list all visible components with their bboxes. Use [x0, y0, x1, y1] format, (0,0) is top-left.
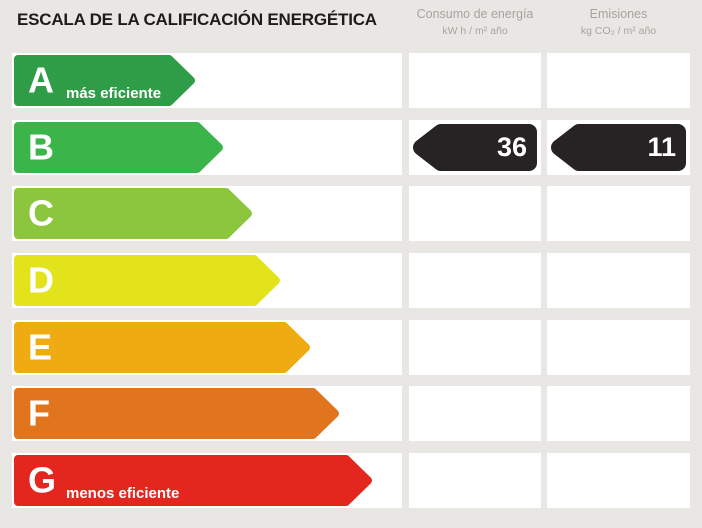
grade-cell: G menos eficiente: [12, 453, 402, 508]
emisiones-cell: [547, 253, 690, 308]
scale-row-b: B 36 11: [0, 120, 702, 175]
grade-cell: A más eficiente: [12, 53, 402, 108]
value-text-emisiones: 11: [647, 131, 676, 162]
grade-arrow-icon: [14, 455, 372, 506]
grade-letter: F: [28, 391, 50, 433]
emisiones-cell: [547, 386, 690, 441]
grade-letter: G: [28, 458, 57, 500]
page-title: ESCALA DE LA CALIFICACIÓN ENERGÉTICA: [17, 10, 377, 29]
consumo-unit: kW h / m² año: [442, 24, 508, 37]
value-arrow-icon-emisiones: [551, 124, 686, 171]
grade-arrow-icon: [14, 255, 280, 306]
emisiones-cell: [547, 453, 690, 508]
grade-cell: B: [12, 120, 402, 175]
scale-row-c: C: [0, 186, 702, 241]
consumo-cell: [409, 253, 541, 308]
grade-arrow-icon: [14, 388, 339, 439]
scale-row-a: A más eficiente: [0, 53, 702, 108]
consumo-cell: [409, 320, 541, 375]
grade-cell: F: [12, 386, 402, 441]
grade-letter: E: [28, 325, 53, 367]
grade-arrow-icon: [14, 322, 310, 373]
grade-label: más eficiente: [66, 85, 162, 102]
grade-letter: A: [28, 58, 54, 100]
grade-label: menos eficiente: [66, 485, 180, 502]
scale-row-d: D: [0, 253, 702, 308]
column-header-emisiones: Emisiones kg CO₂ / m² año: [547, 7, 690, 38]
emisiones-cell: [547, 53, 690, 108]
emisiones-cell: [547, 186, 690, 241]
consumo-cell: [409, 453, 541, 508]
grade-arrow-icon: [14, 188, 252, 239]
grade-letter: C: [28, 191, 54, 233]
column-header-consumo: Consumo de energía kW h / m² año: [409, 7, 541, 38]
consumo-title: Consumo de energía: [416, 7, 534, 21]
emisiones-cell: [547, 320, 690, 375]
consumo-cell: 36: [409, 120, 541, 175]
consumo-cell: [409, 53, 541, 108]
scale-row-g: G menos eficiente: [0, 453, 702, 508]
value-text-consumo: 36: [496, 131, 527, 162]
emisiones-unit: kg CO₂ / m² año: [580, 24, 657, 37]
grade-letter: B: [28, 125, 54, 167]
scale-row-e: E: [0, 320, 702, 375]
scale-row-f: F: [0, 386, 702, 441]
emisiones-cell: 11: [547, 120, 690, 175]
grade-cell: D: [12, 253, 402, 308]
consumo-cell: [409, 186, 541, 241]
grade-arrow-icon: [14, 55, 195, 106]
consumo-cell: [409, 386, 541, 441]
grade-cell: C: [12, 186, 402, 241]
emisiones-title: Emisiones: [589, 7, 648, 21]
grade-letter: D: [28, 258, 54, 300]
grade-cell: E: [12, 320, 402, 375]
grade-arrow-icon: [14, 122, 223, 173]
value-arrow-icon-consumo: [413, 124, 537, 171]
